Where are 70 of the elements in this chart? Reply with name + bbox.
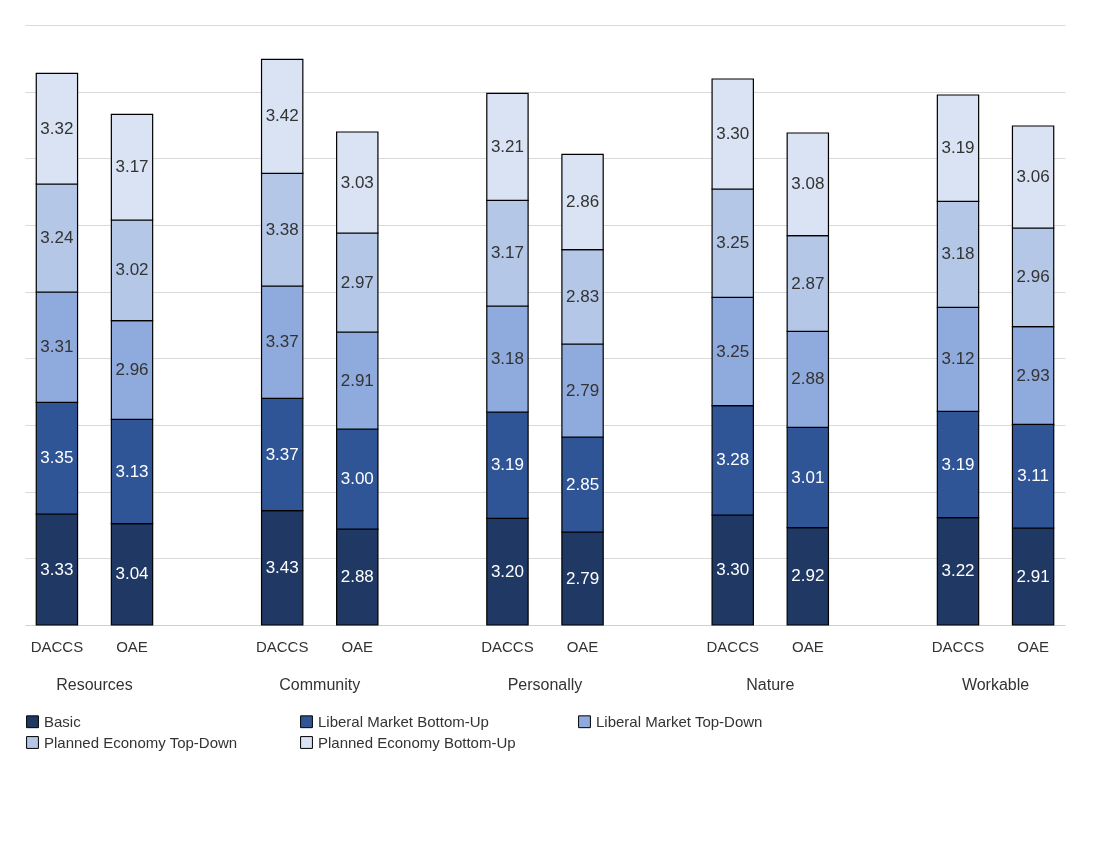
data-label: 2.85 [566,474,600,494]
x-tick-label: DACCS [706,637,759,655]
data-label: 2.92 [791,566,825,586]
x-tick-label: OAE [116,637,148,655]
data-label: 2.79 [566,568,600,588]
data-label: 3.22 [941,561,975,581]
data-label: 2.83 [566,286,600,306]
data-label: 3.19 [941,138,975,158]
data-label: 3.06 [1016,167,1050,186]
legend-label: Liberal Market Bottom-Up [318,712,489,730]
x-tick-label: OAE [341,637,374,655]
data-label: 3.12 [941,349,975,369]
data-label: 2.91 [1016,566,1050,586]
data-label: 3.43 [265,557,299,577]
data-label: 3.19 [941,454,975,474]
text: Nature [746,676,795,693]
x-tick-label: DACCS [30,637,84,655]
legend-label: Basic [44,712,82,730]
text: Resources [56,676,133,693]
data-label: 3.19 [490,455,524,475]
x-tick-label: OAE [1017,637,1049,655]
data-label: 3.25 [716,341,750,361]
data-label: 3.21 [490,136,524,156]
data-label: 3.38 [265,219,299,239]
data-label: 3.13 [115,461,149,481]
data-label: 3.04 [115,564,149,584]
legend-label: Planned Economy Bottom-Up [318,733,516,751]
data-label: 3.17 [115,157,149,177]
data-label: 2.86 [566,192,600,211]
data-label: 2.97 [340,272,374,292]
data-label: 3.42 [265,106,299,126]
text: Community [279,676,361,693]
x-tick-label: DACCS [255,637,309,655]
data-label: 2.88 [791,369,825,389]
data-label: 2.88 [340,567,374,586]
data-label: 3.17 [490,243,524,263]
data-label: 3.11 [1017,466,1049,486]
data-label: 3.37 [265,332,299,352]
text: Workable [961,676,1030,693]
data-label: 3.20 [490,561,524,581]
data-label: 3.32 [40,118,74,138]
data-label: 2.96 [115,360,149,379]
data-label: 2.79 [566,380,600,400]
data-label: 2.96 [1016,267,1050,287]
x-tick-label: OAE [791,637,824,655]
data-label: 3.01 [791,467,825,487]
data-label: 3.37 [265,444,299,464]
text: Personally [507,676,583,693]
x-tick-label: OAE [566,637,599,655]
data-label: 3.08 [791,174,825,194]
data-label: 3.30 [716,560,750,579]
x-tick-label: DACCS [931,637,985,655]
data-label: 3.35 [40,448,74,468]
data-label: 3.25 [716,233,750,253]
x-tick-label: DACCS [481,637,534,655]
data-label: 3.24 [40,228,74,247]
data-label: 3.28 [716,450,750,470]
legend-label: Planned Economy Top-Down [44,733,238,751]
data-label: 3.30 [716,124,750,143]
data-label: 3.31 [40,337,74,357]
data-label: 3.18 [941,244,975,264]
data-label: 2.91 [340,370,374,390]
data-label: 2.87 [791,273,825,293]
data-label: 3.33 [40,559,74,579]
data-label: 3.03 [340,172,374,192]
data-label: 3.02 [115,260,149,280]
legend-label: Liberal Market Top-Down [596,712,763,730]
data-label: 3.18 [490,349,524,368]
data-label: 2.93 [1016,365,1050,385]
data-label: 3.00 [340,469,374,488]
